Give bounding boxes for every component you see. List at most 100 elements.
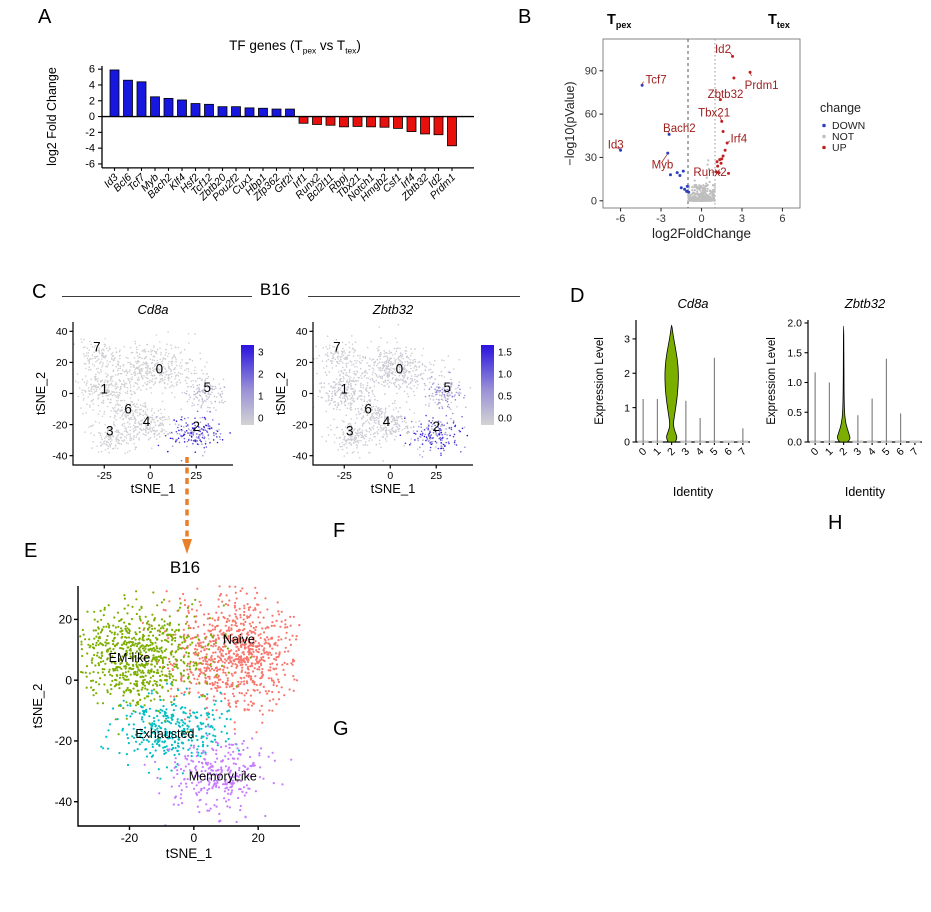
svg-text:2: 2 (192, 419, 200, 434)
panel-label-a: A (38, 6, 52, 28)
svg-text:−log10(pValue): −log10(pValue) (563, 81, 577, 165)
svg-text:4: 4 (143, 414, 151, 429)
panel-h-bar-chart (735, 522, 931, 718)
svg-text:Prdm1: Prdm1 (745, 80, 779, 92)
svg-text:0: 0 (302, 388, 308, 400)
svg-text:1: 1 (823, 446, 836, 459)
svg-text:1.5: 1.5 (498, 348, 512, 359)
tpex-group-label: Tpex (607, 12, 632, 30)
svg-text:2: 2 (432, 419, 440, 434)
svg-text:20: 20 (56, 357, 68, 369)
panel-label-e: E (24, 540, 38, 562)
svg-text:25: 25 (430, 470, 442, 482)
svg-text:7: 7 (736, 446, 749, 459)
svg-text:Bach2: Bach2 (663, 123, 696, 135)
svg-text:0.0: 0.0 (787, 437, 802, 449)
svg-text:-6: -6 (85, 158, 95, 170)
svg-text:0: 0 (156, 361, 164, 376)
svg-text:tSNE_1: tSNE_1 (131, 481, 176, 496)
svg-text:-6: -6 (616, 213, 626, 225)
svg-text:-4: -4 (85, 143, 95, 155)
svg-text:6: 6 (364, 402, 372, 417)
svg-text:-25: -25 (337, 470, 352, 482)
svg-text:1.5: 1.5 (787, 347, 802, 359)
svg-text:25: 25 (190, 470, 202, 482)
svg-text:7: 7 (908, 446, 921, 459)
panel-d-violin-zbtb32: 0.0 0.5 1.0 1.5 2.0 0 1 2 3 4 5 6 7 Zbtb32 Expression … (766, 296, 922, 499)
svg-text:Zbtb32: Zbtb32 (708, 89, 744, 101)
svg-text:Tcf7: Tcf7 (646, 74, 667, 86)
panel-f-feature-havcr2 (512, 530, 680, 636)
panel-g-violin-tcf7 (636, 728, 786, 912)
svg-text:Myb: Myb (652, 160, 674, 172)
panel-label-g: G (333, 718, 349, 740)
svg-text:NOT: NOT (832, 131, 855, 143)
svg-text:4: 4 (89, 79, 95, 91)
svg-text:5: 5 (708, 446, 721, 459)
panel-a-title: TF genes (Tpex vs Ttex) (229, 38, 361, 56)
svg-text:1: 1 (651, 446, 664, 459)
svg-text:4: 4 (383, 414, 391, 429)
svg-text:6: 6 (894, 446, 907, 459)
svg-text:Expression Level: Expression Level (766, 337, 778, 425)
ttex-group-label: Ttex (768, 12, 790, 30)
panel-label-d: D (570, 285, 585, 307)
svg-text:0: 0 (396, 361, 404, 376)
svg-text:1.0: 1.0 (498, 370, 512, 381)
svg-text:3: 3 (739, 213, 745, 225)
svg-text:1: 1 (258, 392, 264, 403)
svg-text:1: 1 (101, 382, 109, 397)
cluster2-dashed-arrow-icon (182, 457, 192, 554)
svg-text:2: 2 (837, 446, 850, 459)
svg-text:0: 0 (591, 195, 597, 207)
svg-text:90: 90 (585, 65, 597, 77)
svg-text:-25: -25 (97, 470, 112, 482)
panel-label-f: F (333, 520, 346, 542)
svg-text:Id2: Id2 (715, 44, 731, 56)
svg-text:0: 0 (624, 437, 630, 449)
svg-text:tSNE_2: tSNE_2 (274, 372, 288, 415)
svg-text:5: 5 (880, 446, 893, 459)
panel-f-feature-zbtb32 (344, 530, 512, 636)
svg-text:1.0: 1.0 (787, 377, 802, 389)
svg-text:0: 0 (387, 470, 393, 482)
c-header-b16: B16 (259, 280, 291, 299)
svg-text:-40: -40 (292, 450, 307, 462)
svg-text:3: 3 (624, 334, 630, 346)
svg-text:change: change (820, 101, 861, 115)
panel-c-tsne-zbtb32: 40 20 0 -20 -40 -25 0 25 tSNE_1 tSNE_2 Zbtb32 0 1 2 3 4… (274, 302, 512, 496)
svg-text:0: 0 (89, 111, 95, 123)
svg-text:Expression Level: Expression Level (594, 337, 606, 425)
svg-text:Identity: Identity (845, 485, 886, 499)
svg-text:-20: -20 (52, 419, 67, 431)
svg-text:4: 4 (694, 446, 707, 459)
svg-text:log2 Fold Change: log2 Fold Change (45, 67, 59, 166)
svg-text:Tbx21: Tbx21 (698, 108, 730, 120)
c-header-line-left (62, 296, 252, 297)
svg-text:7: 7 (93, 340, 101, 355)
svg-text:6: 6 (722, 446, 735, 459)
svg-text:4: 4 (866, 446, 879, 459)
panel-label-b: B (518, 6, 532, 28)
svg-text:0.5: 0.5 (498, 392, 512, 403)
svg-text:3: 3 (851, 446, 864, 459)
c-header-line-right (308, 296, 520, 297)
svg-text:6: 6 (124, 402, 132, 417)
svg-text:1: 1 (624, 402, 630, 414)
svg-text:2: 2 (89, 95, 95, 107)
svg-text:Zbtb32: Zbtb32 (372, 302, 414, 317)
svg-text:3: 3 (346, 423, 354, 438)
svg-text:Identity: Identity (673, 485, 714, 499)
svg-text:0: 0 (637, 446, 650, 459)
svg-text:0: 0 (698, 213, 704, 225)
svg-text:0: 0 (809, 446, 822, 459)
panel-b-volcano-plot: -6 -3 0 3 60306090log2FoldChange−log10(pValu… (563, 38, 865, 241)
svg-text:-20: -20 (292, 419, 307, 431)
svg-text:5: 5 (443, 380, 451, 395)
panel-e-tsne-clusters: 200-20-40-20 0 20tSNE_1tSNE_2NaiveEM-likeE… (30, 585, 301, 861)
svg-text:40: 40 (296, 326, 308, 338)
